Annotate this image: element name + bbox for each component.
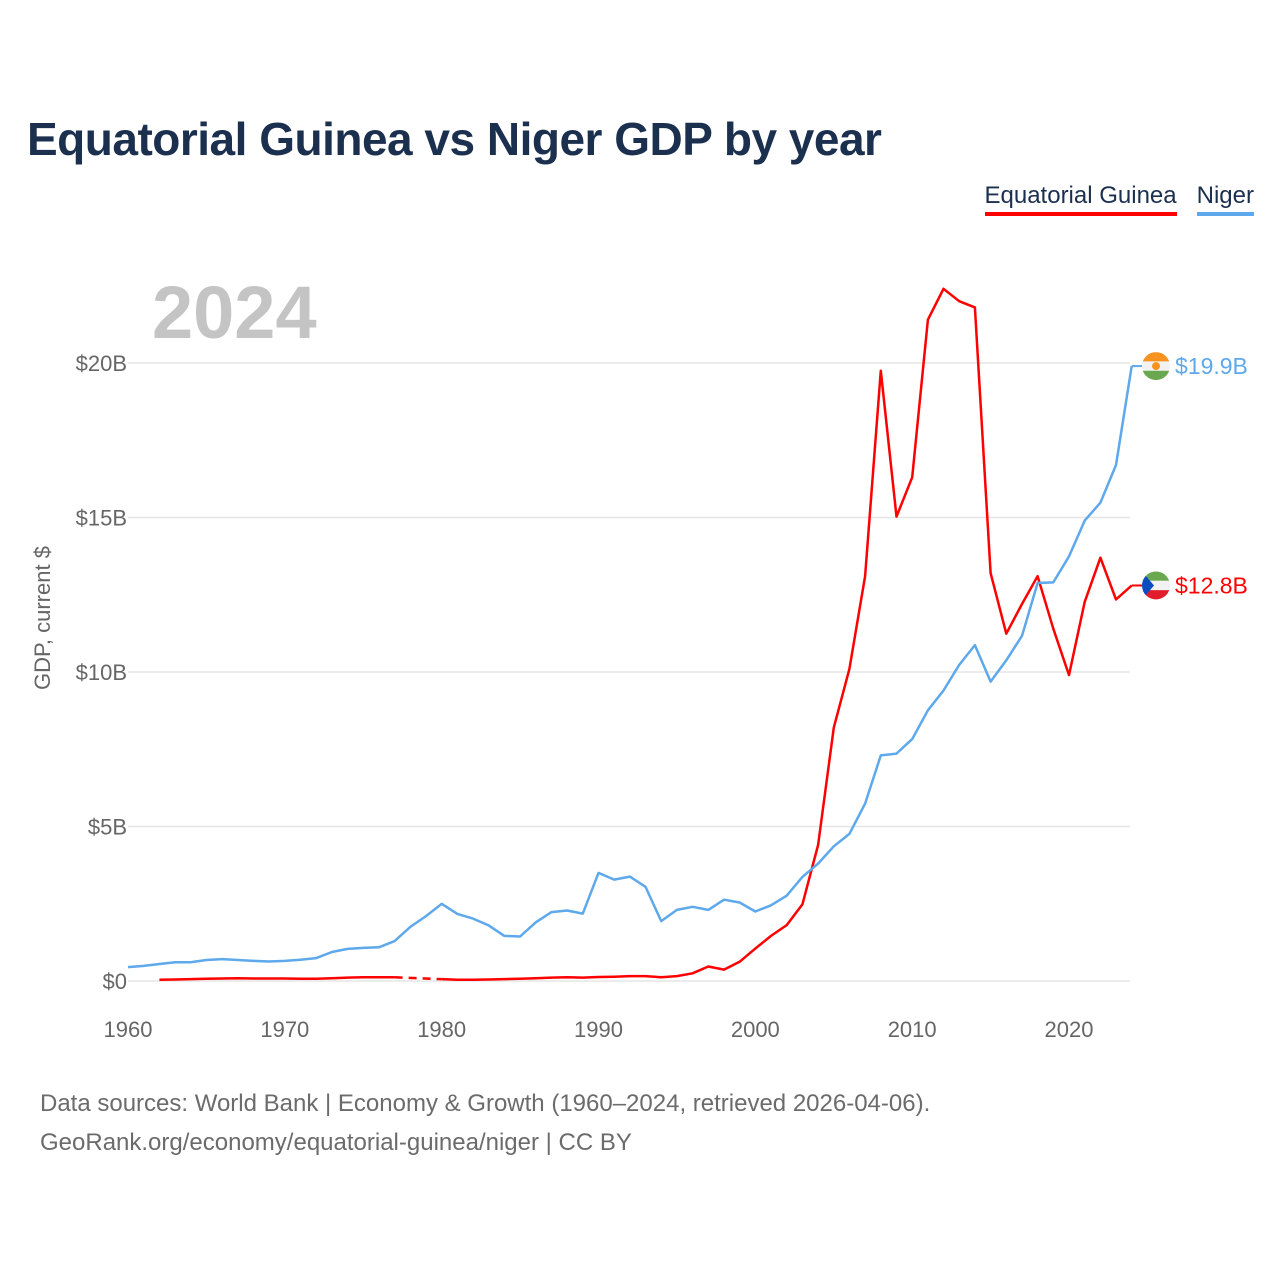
x-tick-label: 1990 <box>574 1017 623 1042</box>
flag-icon-niger <box>1142 352 1170 381</box>
legend: Equatorial Guinea Niger <box>984 182 1254 216</box>
footer-link[interactable]: GeoRank.org/economy/equatorial-guinea/ni… <box>40 1129 632 1156</box>
end-value-label-equatorial-guinea: $12.8B <box>1175 572 1248 598</box>
flag-stripe <box>1142 580 1170 591</box>
x-tick-label: 1980 <box>417 1017 466 1042</box>
series-line-equatorial-guinea <box>159 287 1133 982</box>
x-tick-label: 2010 <box>888 1017 937 1042</box>
y-tick-label: $10B <box>76 660 127 685</box>
legend-item-equatorial-guinea[interactable]: Equatorial Guinea <box>984 182 1177 216</box>
flag-stripe <box>1142 590 1170 600</box>
flag-stripe <box>1142 370 1170 381</box>
x-tick-label: 1970 <box>260 1017 309 1042</box>
flag-icon-equatorial-guinea <box>1142 571 1170 600</box>
legend-item-niger[interactable]: Niger <box>1196 182 1254 216</box>
y-tick-label: $15B <box>76 506 127 531</box>
flag-sun <box>1152 362 1160 371</box>
end-value-label-niger: $19.9B <box>1175 353 1248 379</box>
flag-stripe <box>1142 571 1170 581</box>
series-gap-equatorial-guinea <box>394 976 442 981</box>
flag-stripe <box>1142 352 1170 362</box>
x-tick-label: 2000 <box>731 1017 780 1042</box>
x-tick-label: 2020 <box>1045 1017 1094 1042</box>
footer-sources: Data sources: World Bank | Economy & Gro… <box>40 1090 931 1117</box>
flag-triangle <box>1142 571 1154 600</box>
y-tick-label: $20B <box>76 351 127 376</box>
y-axis-label: GDP, current $ <box>30 546 55 690</box>
year-watermark: 2024 <box>152 271 317 354</box>
chart-title: Equatorial Guinea vs Niger GDP by year <box>27 113 882 165</box>
series-line-niger <box>127 365 1133 969</box>
y-tick-label: $0 <box>103 969 127 994</box>
x-tick-label: 1960 <box>104 1017 153 1042</box>
footer: Data sources: World Bank | Economy & Gro… <box>40 1084 930 1162</box>
y-tick-label: $5B <box>88 815 127 840</box>
